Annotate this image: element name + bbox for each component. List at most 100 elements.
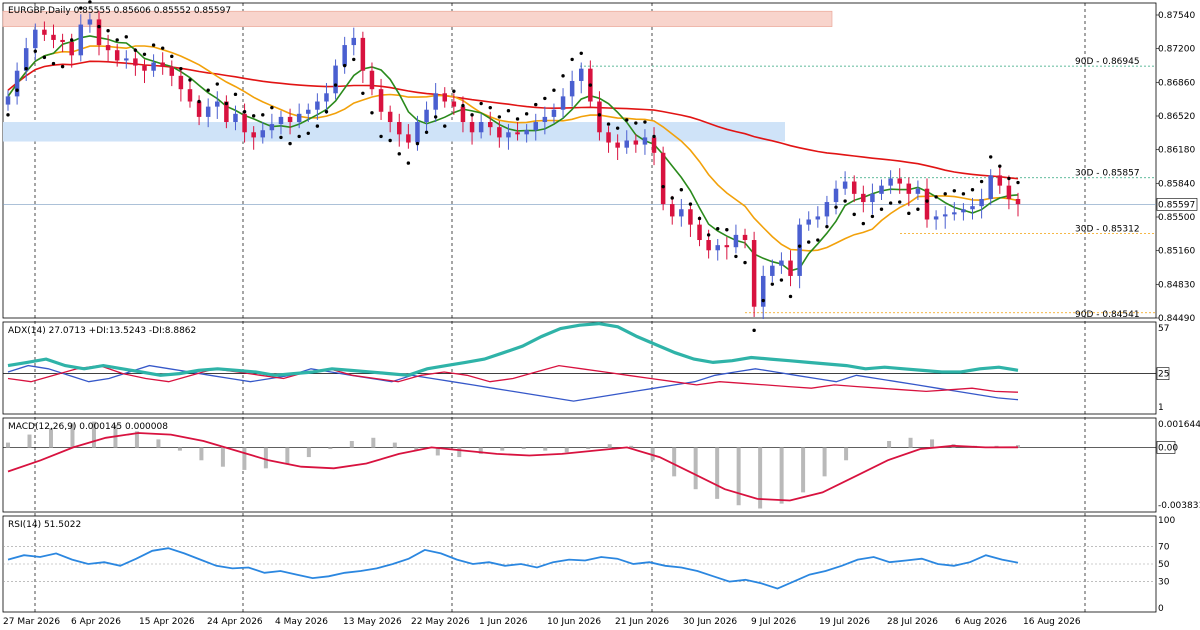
date-axis-label: 9 Jul 2026 [751,617,796,627]
sar-dot [625,118,629,122]
sar-dot [943,192,947,196]
candle-body [114,50,120,61]
sar-dot [33,49,37,53]
pane-frame-macd [2,417,1157,513]
candle-body [806,219,811,225]
candle-body [779,260,784,266]
sar-dot [379,134,383,139]
sar-dot [233,92,238,97]
sar-dot [206,88,210,92]
sar-dot [151,43,156,47]
candle-body [360,37,366,71]
sar-dot [324,110,329,114]
di-minus-line [7,364,1019,402]
candle-body [706,240,711,251]
sar-dot [879,207,884,211]
sar-dot [60,64,65,69]
candle-body [433,93,438,110]
date-axis-label: 27 Mar 2026 [3,617,60,627]
candle-body [296,113,302,123]
candle-body [451,101,457,107]
candle-body [51,34,56,40]
candle-body [533,122,538,131]
sar-dot [79,6,83,10]
candle-body [660,152,666,205]
sar-dot [961,192,966,196]
sar-dot [142,52,147,57]
price-axis-label: 0.85840 [1158,179,1195,189]
candle-body [315,101,320,110]
sar-dot [643,120,647,124]
sar-dot [106,29,110,33]
candle-body [142,65,147,71]
candle-body [397,122,402,135]
sar-dot [261,113,265,117]
adx-axis-label: 1 [1158,403,1164,413]
candle-body [724,245,730,248]
sar-dot [515,117,520,121]
candle-body [333,65,338,94]
date-axis-label: 16 Aug 2026 [1023,617,1081,627]
rsi-axis-label: 30 [1158,578,1170,588]
candle-body [851,181,857,194]
sar-dot [861,221,866,226]
sar-dot [352,57,356,62]
fib-level-label: 90D - 0.86945 [1075,57,1140,67]
candle-body [833,188,839,203]
macd-zero-badge [1156,441,1176,454]
sar-dot [288,141,292,146]
sar-dot [916,207,920,211]
candle-body [169,66,175,76]
candle-body [23,48,29,71]
candle-body [979,198,984,207]
sar-dot [333,83,338,87]
candle-body [751,240,757,307]
candle-body [196,101,202,117]
candle-body [269,124,275,131]
price-axis-label: 0.86180 [1158,146,1195,156]
candle-body [624,140,629,148]
candle-body [42,29,47,35]
candle-body [415,122,420,143]
candle-body [1015,198,1021,205]
candle-body [369,70,375,90]
candle-body [242,113,247,133]
candle-body [842,181,848,189]
candle-body [69,41,74,56]
candle-body [324,93,329,102]
candle-body [961,209,966,213]
candle-body [933,216,939,220]
sar-dot [179,66,183,71]
candle-body [879,185,884,194]
candle-body [96,19,102,46]
sar-dot [6,113,10,117]
sar-dot [852,212,856,217]
adx-title: ADX(14) 27.0713 +DI:13.5243 -DI:8.8862 [8,326,196,336]
supply-zone [2,10,833,27]
candle-body [642,137,648,145]
candle-body [251,132,256,138]
candle-body [342,45,347,66]
candle-body [815,216,821,220]
date-axis-label: 19 Jul 2026 [819,617,870,627]
sar-dot [224,101,229,106]
sar-dot [788,294,793,299]
sar-dot [552,88,556,92]
rsi-title: RSI(14) 51.5022 [8,520,81,530]
sar-dot [488,105,492,110]
sar-dot [1016,180,1020,185]
sar-dot [797,244,802,248]
date-axis-label: 30 Jun 2026 [683,617,737,627]
sar-dot [752,328,756,333]
candle-body [151,62,156,71]
date-axis-label: 13 May 2026 [343,617,402,627]
macd-axis-label: 0.00 [1158,443,1178,453]
sar-dot [652,134,656,139]
sar-dot [661,184,665,189]
sar-dot [606,122,611,126]
sar-dot [88,0,92,4]
sar-dot [743,260,747,265]
candle-body [460,106,466,123]
sar-dot [734,254,738,259]
